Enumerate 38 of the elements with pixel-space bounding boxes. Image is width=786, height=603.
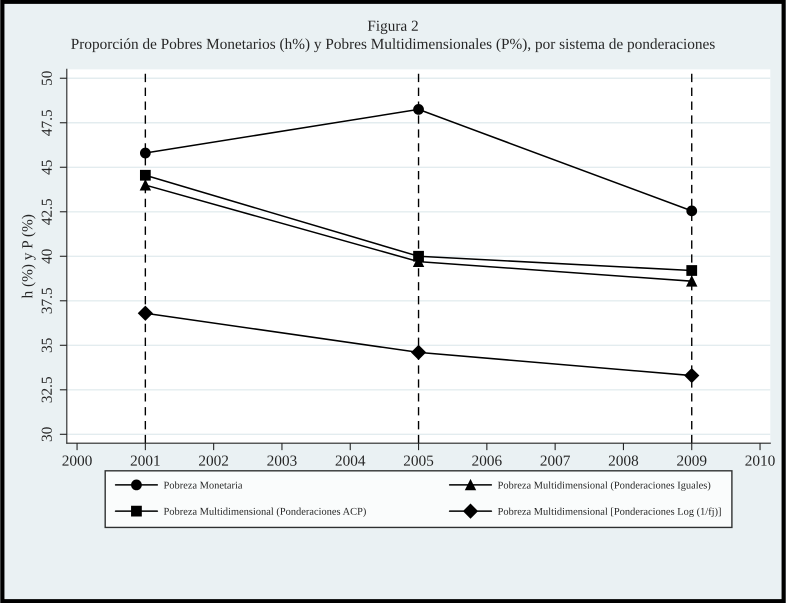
y-tick-label: 45 — [42, 160, 52, 175]
y-tick-label: 42.5 — [42, 198, 52, 225]
point — [686, 205, 698, 216]
y-tick-label: 35 — [42, 338, 52, 352]
x-tick-label: 2003 — [267, 455, 297, 466]
legend-label: Pobreza Monetaria — [164, 481, 242, 489]
chart-subtitle: Proporción de Pobres Monetarios (h%) y Pobres Multidimensionales (P%), por sistema de ponderaciones — [71, 38, 715, 52]
point — [140, 170, 151, 181]
x-tick-label: 2002 — [199, 455, 228, 466]
point — [413, 104, 424, 115]
y-tick-label: 37.5 — [42, 288, 52, 314]
x-tick-label: 2005 — [404, 455, 434, 466]
legend-label: Pobreza Multidimensional [Ponderaciones Log (1/fj)] — [498, 507, 721, 518]
y-tick-label: 40 — [42, 249, 52, 264]
y-tick-label: 50 — [42, 71, 52, 85]
x-tick-label: 2007 — [540, 455, 570, 466]
point — [686, 265, 698, 276]
x-tick-label: 2000 — [62, 455, 92, 466]
y-tick-label: 47.5 — [42, 110, 52, 136]
x-tick-label: 2009 — [677, 455, 706, 466]
x-tick-label: 2010 — [745, 455, 775, 466]
x-tick-label: 2006 — [472, 455, 502, 466]
point — [140, 180, 151, 190]
x-tick-label: 2008 — [608, 455, 638, 466]
x-tick-label: 2004 — [336, 455, 366, 466]
point — [686, 276, 698, 287]
x-tick-label: 2001 — [130, 455, 160, 466]
legend-label: Pobreza Multidimensional (Ponderaciones Iguales) — [498, 481, 710, 491]
point — [413, 250, 424, 262]
y-tick-label: 30 — [42, 427, 52, 442]
point — [140, 148, 151, 158]
y-axis-title: h (%) y P (%) — [22, 214, 36, 298]
point — [684, 368, 700, 383]
y-tick-label: 32.5 — [42, 377, 52, 402]
point — [411, 345, 426, 360]
point — [138, 306, 153, 321]
legend-label: Pobreza Multidimensional (Ponderaciones ACP) — [164, 508, 366, 517]
chart-title: Figura 2 — [368, 20, 418, 34]
